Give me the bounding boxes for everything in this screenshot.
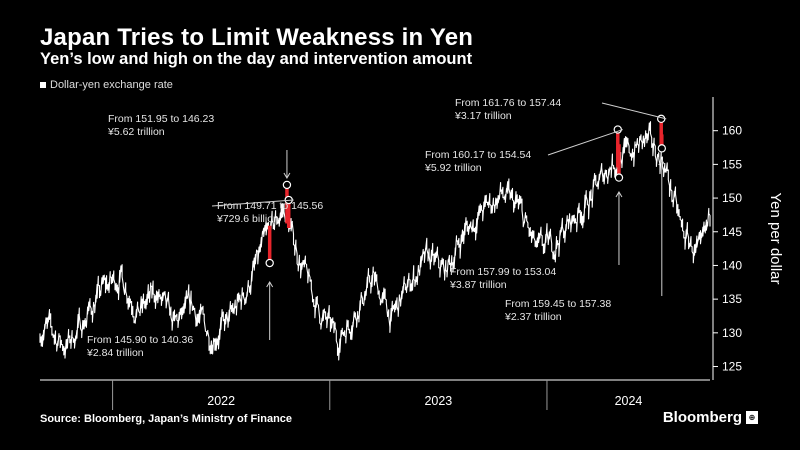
y-axis-label: Yen per dollar [767, 192, 784, 284]
legend-label: Dollar-yen exchange rate [50, 79, 173, 91]
annotation-arrowhead-2 [283, 172, 291, 179]
annotation-amount-3: ¥729.6 billion [216, 213, 279, 225]
annotation-range-4: From 160.17 to 154.54 [425, 149, 531, 161]
y-tick-label-140: 140 [722, 258, 742, 272]
annotations-group: From 145.90 to 140.36¥2.84 trillion From … [86, 97, 667, 359]
annotation-amount-7: ¥2.37 trillion [504, 311, 562, 323]
x-tick-label-2022: 2022 [207, 394, 235, 408]
chart-title: Japan Tries to Limit Weakness in Yen [40, 24, 474, 51]
brand-logo: Bloomberg ⊕ [663, 409, 758, 426]
annotation-leader-3 [211, 199, 294, 207]
brand-name: Bloomberg [662, 409, 742, 426]
legend: Dollar-yen exchange rate [40, 78, 173, 92]
y-tick-label-145: 145 [722, 225, 742, 239]
annotation-range-5: From 157.99 to 153.04 [450, 266, 556, 278]
y-tick-label-130: 130 [722, 326, 742, 340]
intervention-marker-6 [657, 114, 666, 124]
annotation-arrowhead-5 [615, 191, 623, 198]
annotation-arrowhead-7 [658, 159, 666, 166]
intervention-marker-1 [265, 258, 274, 268]
y-tick-label-160: 160 [722, 124, 742, 138]
intervention-marker-7 [657, 144, 667, 153]
y-tick-label-150: 150 [722, 191, 742, 205]
interventions-group [265, 114, 667, 268]
annotation-range-3: From 149.71 to 145.56 [217, 200, 323, 212]
x-tick-label-2024: 2024 [615, 394, 643, 408]
annotation-leader-6 [601, 102, 667, 120]
annotation-amount-1: ¥2.84 trillion [86, 347, 144, 359]
annotation-amount-6: ¥3.17 trillion [454, 110, 512, 122]
chart-axes: 2022 2023 2024 125 130 135 140 145 150 155 160 Yen … [40, 97, 784, 410]
y-tick-label-125: 125 [722, 360, 742, 374]
annotation-range-2: From 151.95 to 146.23 [108, 113, 214, 125]
annotation-arrowhead-1 [266, 281, 274, 288]
y-tick-label-135: 135 [722, 292, 742, 306]
intervention-marker-5 [614, 173, 624, 182]
legend-swatch [40, 82, 46, 88]
brand-mark-icon: ⊕ [746, 411, 758, 424]
y-tick-label-155: 155 [722, 157, 742, 171]
annotation-amount-5: ¥3.87 trillion [449, 279, 507, 291]
intervention-marker-2 [282, 180, 292, 190]
source-note: Source: Bloomberg, Japan’s Ministry of F… [40, 413, 293, 425]
x-tick-label-2023: 2023 [424, 394, 452, 408]
series-group [39, 121, 711, 361]
annotation-range-7: From 159.45 to 157.38 [505, 298, 611, 310]
annotation-range-6: From 161.76 to 157.44 [455, 97, 561, 109]
annotation-leader-4 [547, 129, 623, 156]
series-line-dollar-yen [39, 121, 711, 361]
annotation-amount-4: ¥5.92 trillion [424, 162, 482, 174]
annotation-amount-2: ¥5.62 trillion [107, 126, 165, 138]
annotation-range-1: From 145.90 to 140.36 [87, 334, 193, 346]
chart-subtitle: Yen’s low and high on the day and interv… [40, 50, 473, 68]
